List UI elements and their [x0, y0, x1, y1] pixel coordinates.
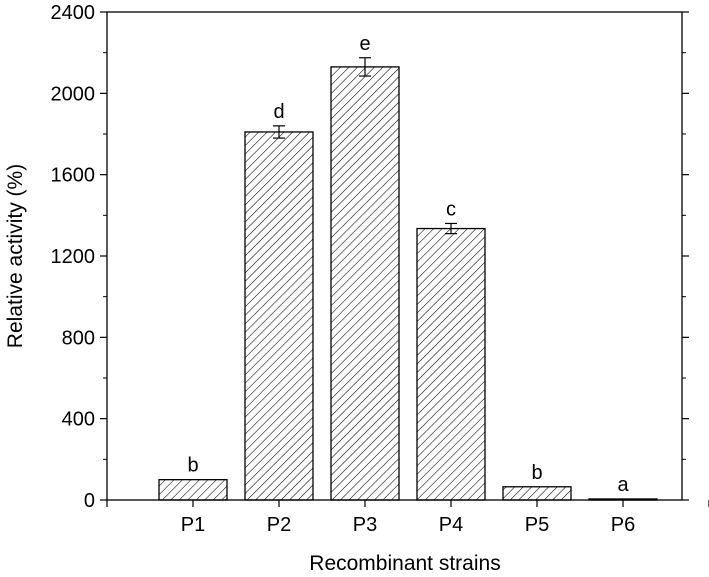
x-axis: P1 P2 P3 P4 P5 P6 [106, 500, 709, 536]
x-tick-label-p6: P6 [611, 514, 635, 536]
significance-label-p6: a [617, 474, 629, 496]
y-tick-label: 2400 [51, 2, 96, 24]
bar-p4 [416, 227, 486, 501]
x-tick-label-p3: P3 [353, 514, 377, 536]
y-tick-label: 800 [62, 327, 95, 349]
y-tick-label: 400 [62, 409, 95, 431]
y-tick-label: 2000 [51, 83, 96, 105]
y-tick-label: 1200 [51, 246, 96, 268]
error-bar-p2 [273, 125, 285, 139]
y-axis-title: Relative activity (%) [4, 164, 27, 348]
x-tick-label-p4: P4 [439, 514, 463, 536]
bar-p1 [158, 479, 228, 501]
significance-label-p3: e [359, 33, 370, 55]
y-tick-label: 1600 [51, 165, 96, 187]
significance-labels-layer: b d e c b a [187, 33, 629, 496]
bar-p3 [330, 66, 400, 501]
error-bar-p4 [445, 222, 457, 235]
significance-label-p5: b [531, 462, 542, 484]
bar-p5 [502, 486, 572, 501]
y-axis: 0 400 800 1200 1600 2000 2400 [51, 2, 689, 512]
x-tick-label-p2: P2 [267, 514, 291, 536]
error-bar-p3 [359, 57, 371, 77]
error-bars-layer [273, 57, 457, 235]
significance-label-p2: d [273, 101, 284, 123]
bar-p2 [244, 131, 314, 501]
x-tick-label-p1: P1 [181, 514, 205, 536]
x-axis-title: Recombinant strains [309, 552, 500, 575]
significance-label-p1: b [187, 455, 198, 477]
y-tick-label: 0 [84, 490, 95, 512]
x-tick-label-p5: P5 [525, 514, 549, 536]
bars-layer [158, 66, 658, 501]
significance-label-p4: c [446, 198, 456, 220]
